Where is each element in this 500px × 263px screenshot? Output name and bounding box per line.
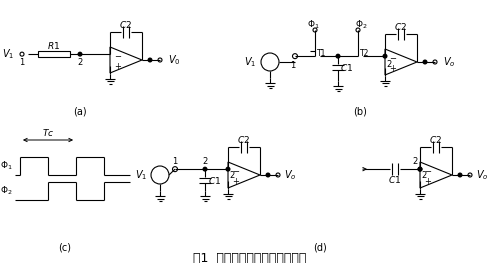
Text: (c): (c) bbox=[58, 243, 71, 253]
Text: $V_1$: $V_1$ bbox=[134, 168, 147, 182]
Text: 2: 2 bbox=[422, 171, 426, 180]
Text: $R1$: $R1$ bbox=[48, 40, 60, 51]
Text: T1: T1 bbox=[318, 49, 326, 58]
Text: 1: 1 bbox=[20, 58, 24, 67]
Text: $Tc$: $Tc$ bbox=[42, 128, 54, 139]
Text: $+$: $+$ bbox=[389, 63, 397, 73]
Text: $-$: $-$ bbox=[424, 165, 432, 174]
Text: $-$: $-$ bbox=[232, 165, 240, 174]
Text: 图1  开关电容滤波器的基本原理: 图1 开关电容滤波器的基本原理 bbox=[194, 251, 306, 263]
Text: (a): (a) bbox=[73, 107, 87, 117]
Circle shape bbox=[418, 167, 422, 171]
Text: $-$: $-$ bbox=[389, 52, 397, 61]
Text: $\Phi_2$: $\Phi_2$ bbox=[0, 185, 13, 197]
Text: $C1$: $C1$ bbox=[340, 62, 353, 73]
Text: 2: 2 bbox=[78, 58, 82, 67]
Text: $V_o$: $V_o$ bbox=[284, 168, 296, 182]
Text: $+$: $+$ bbox=[232, 176, 240, 186]
Text: $-$: $-$ bbox=[114, 50, 122, 59]
Text: $\Phi_1$: $\Phi_1$ bbox=[0, 160, 13, 172]
Text: $\Phi_2$: $\Phi_2$ bbox=[354, 19, 368, 31]
Text: $V_1$: $V_1$ bbox=[2, 47, 14, 61]
Text: $+$: $+$ bbox=[424, 176, 432, 186]
Text: $C1$: $C1$ bbox=[208, 175, 222, 186]
Text: 1: 1 bbox=[290, 61, 296, 70]
Text: 2: 2 bbox=[412, 157, 418, 166]
Text: 2: 2 bbox=[230, 171, 234, 180]
Text: 2: 2 bbox=[202, 157, 207, 166]
Text: (b): (b) bbox=[353, 107, 367, 117]
Text: $C1$: $C1$ bbox=[388, 174, 402, 185]
Text: 1: 1 bbox=[172, 157, 178, 166]
Circle shape bbox=[78, 52, 82, 56]
Circle shape bbox=[383, 54, 387, 58]
Bar bbox=[38, 51, 70, 57]
Text: $C2$: $C2$ bbox=[120, 19, 132, 30]
Text: 2: 2 bbox=[386, 60, 392, 69]
Text: $C2$: $C2$ bbox=[238, 134, 250, 145]
Text: $C2$: $C2$ bbox=[394, 21, 407, 32]
Text: $V_o$: $V_o$ bbox=[476, 168, 488, 182]
Text: (d): (d) bbox=[313, 243, 327, 253]
Text: $C2$: $C2$ bbox=[430, 134, 442, 145]
Circle shape bbox=[458, 173, 462, 177]
Text: $V_0$: $V_0$ bbox=[168, 53, 180, 67]
Text: $\Phi_1$: $\Phi_1$ bbox=[306, 19, 320, 31]
Circle shape bbox=[203, 167, 207, 171]
Text: T2: T2 bbox=[360, 49, 370, 58]
Text: $V_o$: $V_o$ bbox=[443, 55, 456, 69]
Circle shape bbox=[418, 167, 422, 171]
Text: $V_1$: $V_1$ bbox=[244, 55, 256, 69]
Circle shape bbox=[226, 167, 230, 171]
Circle shape bbox=[423, 60, 427, 64]
Circle shape bbox=[148, 58, 152, 62]
Circle shape bbox=[336, 54, 340, 58]
Circle shape bbox=[266, 173, 270, 177]
Text: $+$: $+$ bbox=[114, 61, 122, 71]
